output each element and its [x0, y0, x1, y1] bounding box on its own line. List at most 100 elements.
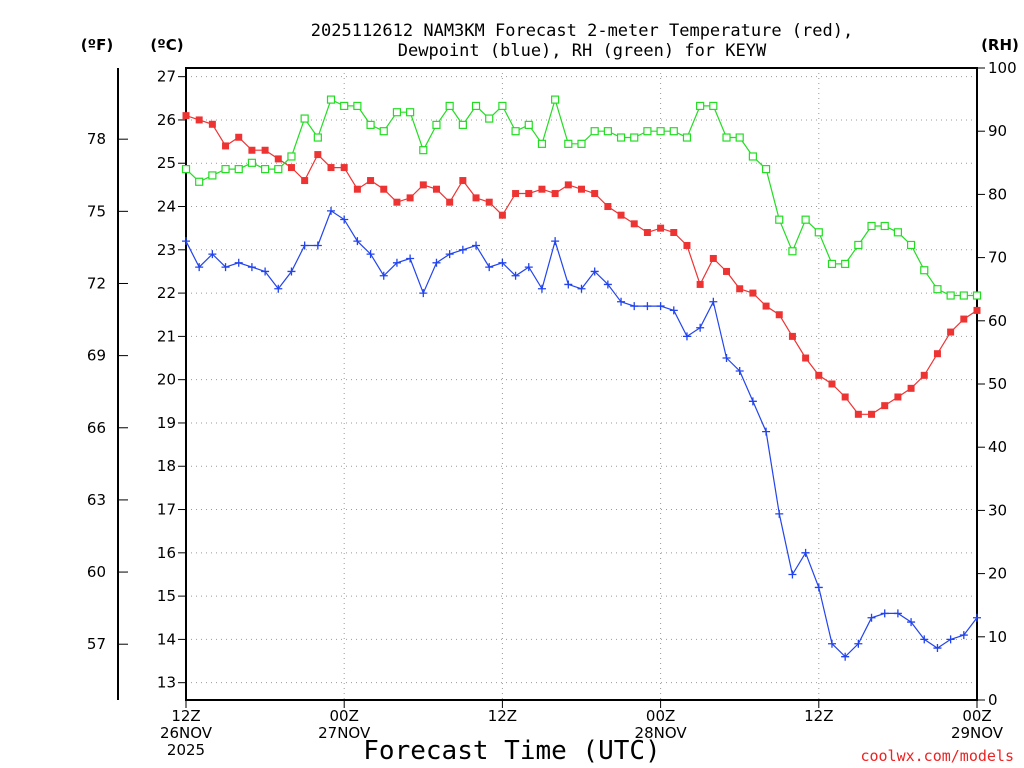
data-point: [471, 101, 481, 111]
data-point: [511, 127, 520, 136]
rh-series: [181, 95, 982, 300]
temperature-line: [185, 115, 978, 415]
data-point: [485, 263, 494, 272]
data-point: [775, 509, 784, 518]
data-point: [419, 289, 428, 298]
fahrenheit-tick-label: 57: [87, 635, 106, 653]
data-point: [234, 258, 243, 267]
data-point: [709, 101, 718, 111]
data-point: [616, 133, 626, 142]
data-point: [669, 127, 678, 136]
data-point: [854, 410, 862, 418]
time-tick-label: 12Z: [804, 707, 833, 725]
data-point: [300, 114, 309, 123]
data-point: [195, 263, 204, 272]
data-point: [564, 280, 573, 289]
data-point: [603, 280, 612, 289]
data-point: [537, 139, 547, 148]
data-point: [247, 263, 256, 272]
fahrenheit-tick-label: 78: [87, 130, 106, 148]
data-point: [867, 613, 876, 622]
rh-tick-label: 100: [988, 59, 1017, 77]
data-point: [788, 332, 796, 340]
data-point: [537, 284, 546, 293]
data-point: [906, 240, 916, 250]
data-point: [419, 146, 428, 155]
data-point: [590, 267, 599, 276]
data-point: [221, 165, 230, 174]
data-point: [735, 133, 744, 142]
time-tick-label: 28NOV: [635, 724, 688, 742]
data-point: [498, 101, 507, 111]
data-point: [261, 146, 269, 154]
data-point: [590, 127, 599, 136]
data-point: [393, 198, 401, 206]
data-point: [577, 139, 586, 148]
data-point: [261, 267, 270, 276]
data-point: [340, 215, 349, 224]
credit-link[interactable]: coolwx.com/models: [860, 747, 1014, 765]
data-point: [696, 323, 705, 332]
data-point: [893, 609, 902, 618]
data-point: [802, 354, 810, 362]
data-point: [643, 302, 652, 311]
data-point: [617, 297, 626, 306]
data-point: [181, 165, 191, 174]
data-point: [524, 120, 533, 129]
data-point: [947, 328, 955, 336]
fahrenheit-tick-label: 75: [87, 202, 106, 220]
rh-tick-label: 90: [988, 122, 1007, 140]
data-point: [946, 291, 955, 300]
data-point: [406, 254, 415, 263]
data-point: [235, 133, 243, 141]
data-point: [182, 237, 190, 246]
data-point: [314, 151, 322, 159]
data-point: [828, 380, 836, 388]
data-point: [630, 133, 639, 142]
data-point: [274, 165, 283, 174]
data-point: [775, 311, 783, 319]
data-point: [907, 618, 916, 627]
data-point: [208, 171, 217, 180]
data-point: [326, 95, 336, 104]
data-point: [682, 332, 691, 341]
data-point: [459, 177, 467, 185]
data-point: [603, 127, 612, 136]
data-point: [419, 181, 427, 189]
data-point: [907, 384, 915, 392]
data-point: [446, 198, 454, 206]
data-point: [933, 644, 942, 653]
data-point: [392, 108, 402, 117]
data-point: [959, 291, 968, 300]
fahrenheit-tick-label: 63: [87, 491, 106, 509]
data-point: [933, 350, 941, 358]
data-point: [287, 152, 296, 161]
data-point: [247, 158, 257, 167]
rh-tick-label: 20: [988, 565, 1007, 583]
celsius-tick-label: 13: [157, 674, 176, 692]
data-point: [814, 583, 823, 592]
rh-tick-label: 10: [988, 628, 1007, 646]
celsius-tick-label: 22: [157, 284, 176, 302]
data-point: [485, 198, 493, 206]
rh-tick-label: 50: [988, 375, 1007, 393]
data-point: [432, 185, 440, 193]
data-point: [643, 228, 651, 236]
data-point: [458, 245, 467, 254]
data-point: [248, 146, 256, 154]
time-tick-label: 29NOV: [951, 724, 1004, 742]
rh-line: [185, 97, 977, 297]
data-point: [801, 548, 810, 557]
data-point: [445, 101, 454, 111]
fahrenheit-tick-label: 60: [87, 563, 106, 581]
data-point: [880, 609, 889, 618]
data-point: [300, 241, 309, 250]
data-point: [801, 215, 810, 224]
data-point: [287, 164, 295, 172]
data-point: [195, 116, 203, 124]
data-point: [379, 127, 388, 136]
data-point: [472, 194, 480, 202]
data-point: [379, 271, 388, 280]
data-point: [696, 280, 704, 288]
data-point: [722, 354, 731, 363]
